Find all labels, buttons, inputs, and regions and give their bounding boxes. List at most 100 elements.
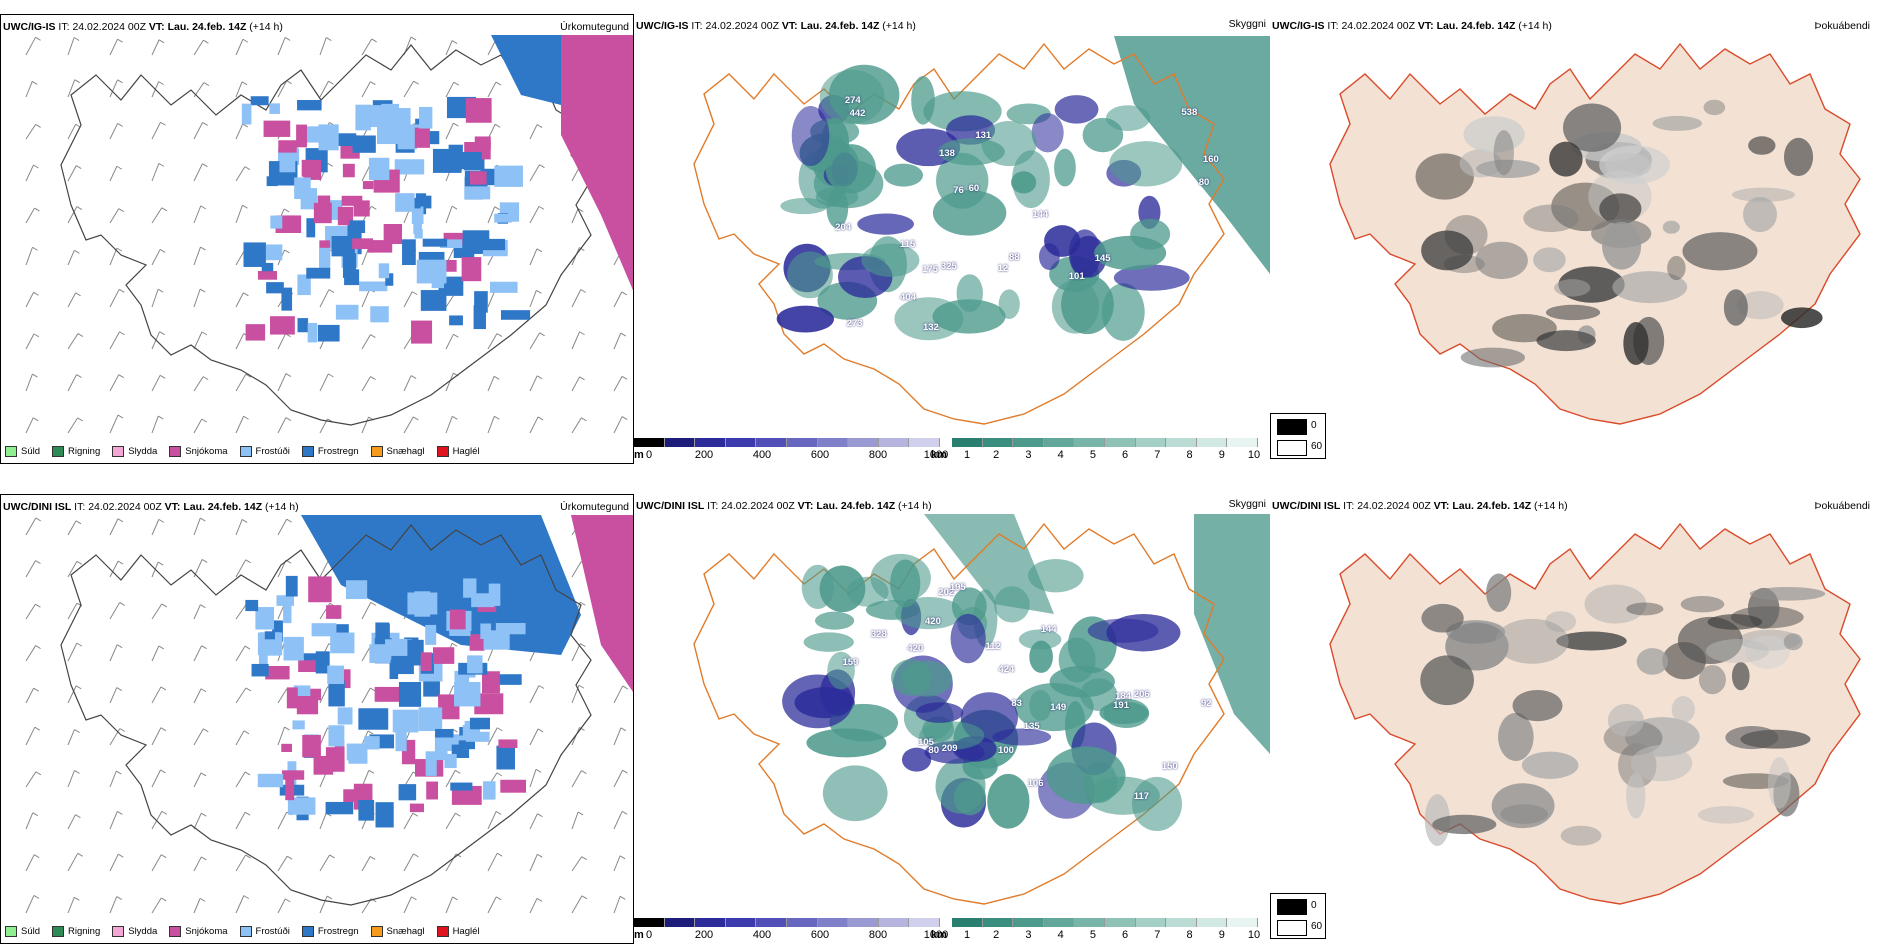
wind-barb <box>193 688 207 704</box>
colorbar-segment <box>695 918 726 927</box>
precip-cell <box>440 259 457 272</box>
precip-cell <box>410 197 421 209</box>
cloud-cell <box>822 765 888 822</box>
wind-barb <box>529 375 543 392</box>
wind-barb <box>403 812 419 830</box>
ceiling-value-label: 184 <box>1115 690 1131 702</box>
wind-barb <box>25 373 38 392</box>
cloud-cell <box>1028 558 1084 593</box>
precip-cell <box>270 316 295 335</box>
wind-barb <box>487 811 502 830</box>
cloud-cell <box>825 144 876 194</box>
precip-cell <box>342 163 355 178</box>
wind-barb <box>109 247 123 266</box>
wind-barb <box>25 895 40 914</box>
ceiling-value-label: 106 <box>1027 777 1044 789</box>
cloud-cell <box>994 586 1030 623</box>
wind-barb <box>571 417 587 434</box>
cloud-cell <box>1018 629 1062 650</box>
colorbar-segment <box>725 918 757 927</box>
colorbar-tick-label: 5 <box>1089 449 1096 461</box>
colorbar-segment <box>848 438 879 447</box>
wind-barb <box>571 376 585 392</box>
fog-cell <box>1705 639 1770 664</box>
precip-cell <box>402 239 416 266</box>
ceiling-ticks: 0 200 400 600 800 1000 <box>646 929 948 943</box>
precip-cell <box>374 686 405 702</box>
fog-cell <box>1421 603 1464 633</box>
precip-cell <box>375 622 390 642</box>
wind-barb <box>109 602 125 620</box>
wind-barb <box>151 727 167 746</box>
precip-cell <box>298 660 322 672</box>
cloud-cell <box>1054 148 1076 187</box>
fog-cell <box>1607 703 1644 737</box>
wind-barb <box>319 289 335 308</box>
wind-barb <box>403 375 417 392</box>
ceiling-value-label: 132 <box>922 322 939 334</box>
wind-barb <box>529 768 542 788</box>
precip-cell <box>313 202 332 224</box>
precip-cell <box>346 743 368 761</box>
wind-barb <box>25 333 40 350</box>
wind-barb <box>25 771 42 788</box>
wind-barb <box>529 416 544 434</box>
wind-barb <box>109 560 124 578</box>
precip-cell <box>425 751 437 776</box>
fog-legend: 0 60 <box>1270 413 1326 459</box>
wind-barb <box>529 289 542 308</box>
wind-barb <box>151 686 167 704</box>
wind-barb <box>109 288 125 308</box>
wind-barb <box>109 38 123 56</box>
ceiling-value-label: 105 <box>918 737 934 749</box>
precip-cell <box>327 665 344 685</box>
colorbar-segment <box>1196 918 1228 927</box>
precip-cell <box>328 680 345 707</box>
cloud-cell <box>819 69 885 125</box>
colorbar-tick-label: 400 <box>752 929 772 941</box>
colorbar-tick-label: 6 <box>1122 929 1129 941</box>
cloud-cell <box>915 702 964 723</box>
precip-cell <box>435 728 454 738</box>
fog-cell <box>1421 230 1474 271</box>
ceiling-value-label: 76 <box>953 185 964 197</box>
precip-cell <box>265 244 283 261</box>
fog-cell <box>1662 220 1680 234</box>
panel-field-name: Skyggni <box>1228 18 1266 30</box>
wind-barb <box>67 79 81 98</box>
panel-title: UWC/IG-IS IT: 24.02.2024 00Z VT: Lau. 24… <box>636 20 916 32</box>
wind-barb <box>403 291 418 308</box>
colorbar-tick-label: 9 <box>1218 929 1225 941</box>
precip-cell <box>257 270 278 280</box>
precip-cell <box>450 782 473 791</box>
colorbar-segment <box>1074 438 1105 447</box>
fog-cell <box>1460 347 1526 368</box>
precip-cell <box>306 267 331 279</box>
legend-label: Slydda <box>128 446 158 457</box>
colorbar-segment <box>786 918 818 927</box>
legend-item: Haglél <box>436 926 480 937</box>
precip-cell <box>317 324 340 342</box>
wind-barb <box>193 205 206 224</box>
panel-field-name: Skyggni <box>1228 498 1266 510</box>
fog-cell <box>1723 289 1748 326</box>
wind-barb <box>277 80 292 98</box>
cloud-cell <box>791 106 830 166</box>
precip-cell <box>286 687 298 709</box>
precip-cell <box>281 287 293 311</box>
legend-label: Snjókoma <box>185 926 228 937</box>
precip-cell <box>411 320 433 344</box>
precip-cell <box>395 193 415 212</box>
colorbar-segment <box>848 918 879 927</box>
colorbar-tick-label: 1000 <box>923 929 949 941</box>
visibility-ticks: 1 2 3 4 5 6 7 8 9 10 <box>964 929 1260 943</box>
wind-barb <box>487 375 500 392</box>
colorbar-segment <box>982 438 1014 447</box>
colorbar-segment <box>1043 438 1075 447</box>
colorbar-segment <box>1227 918 1258 927</box>
precip-cell <box>498 739 518 748</box>
cloud-cell <box>883 163 924 187</box>
legend-label: Frostregn <box>317 446 359 457</box>
wind-barb <box>571 727 585 746</box>
precip-cell <box>326 605 342 619</box>
